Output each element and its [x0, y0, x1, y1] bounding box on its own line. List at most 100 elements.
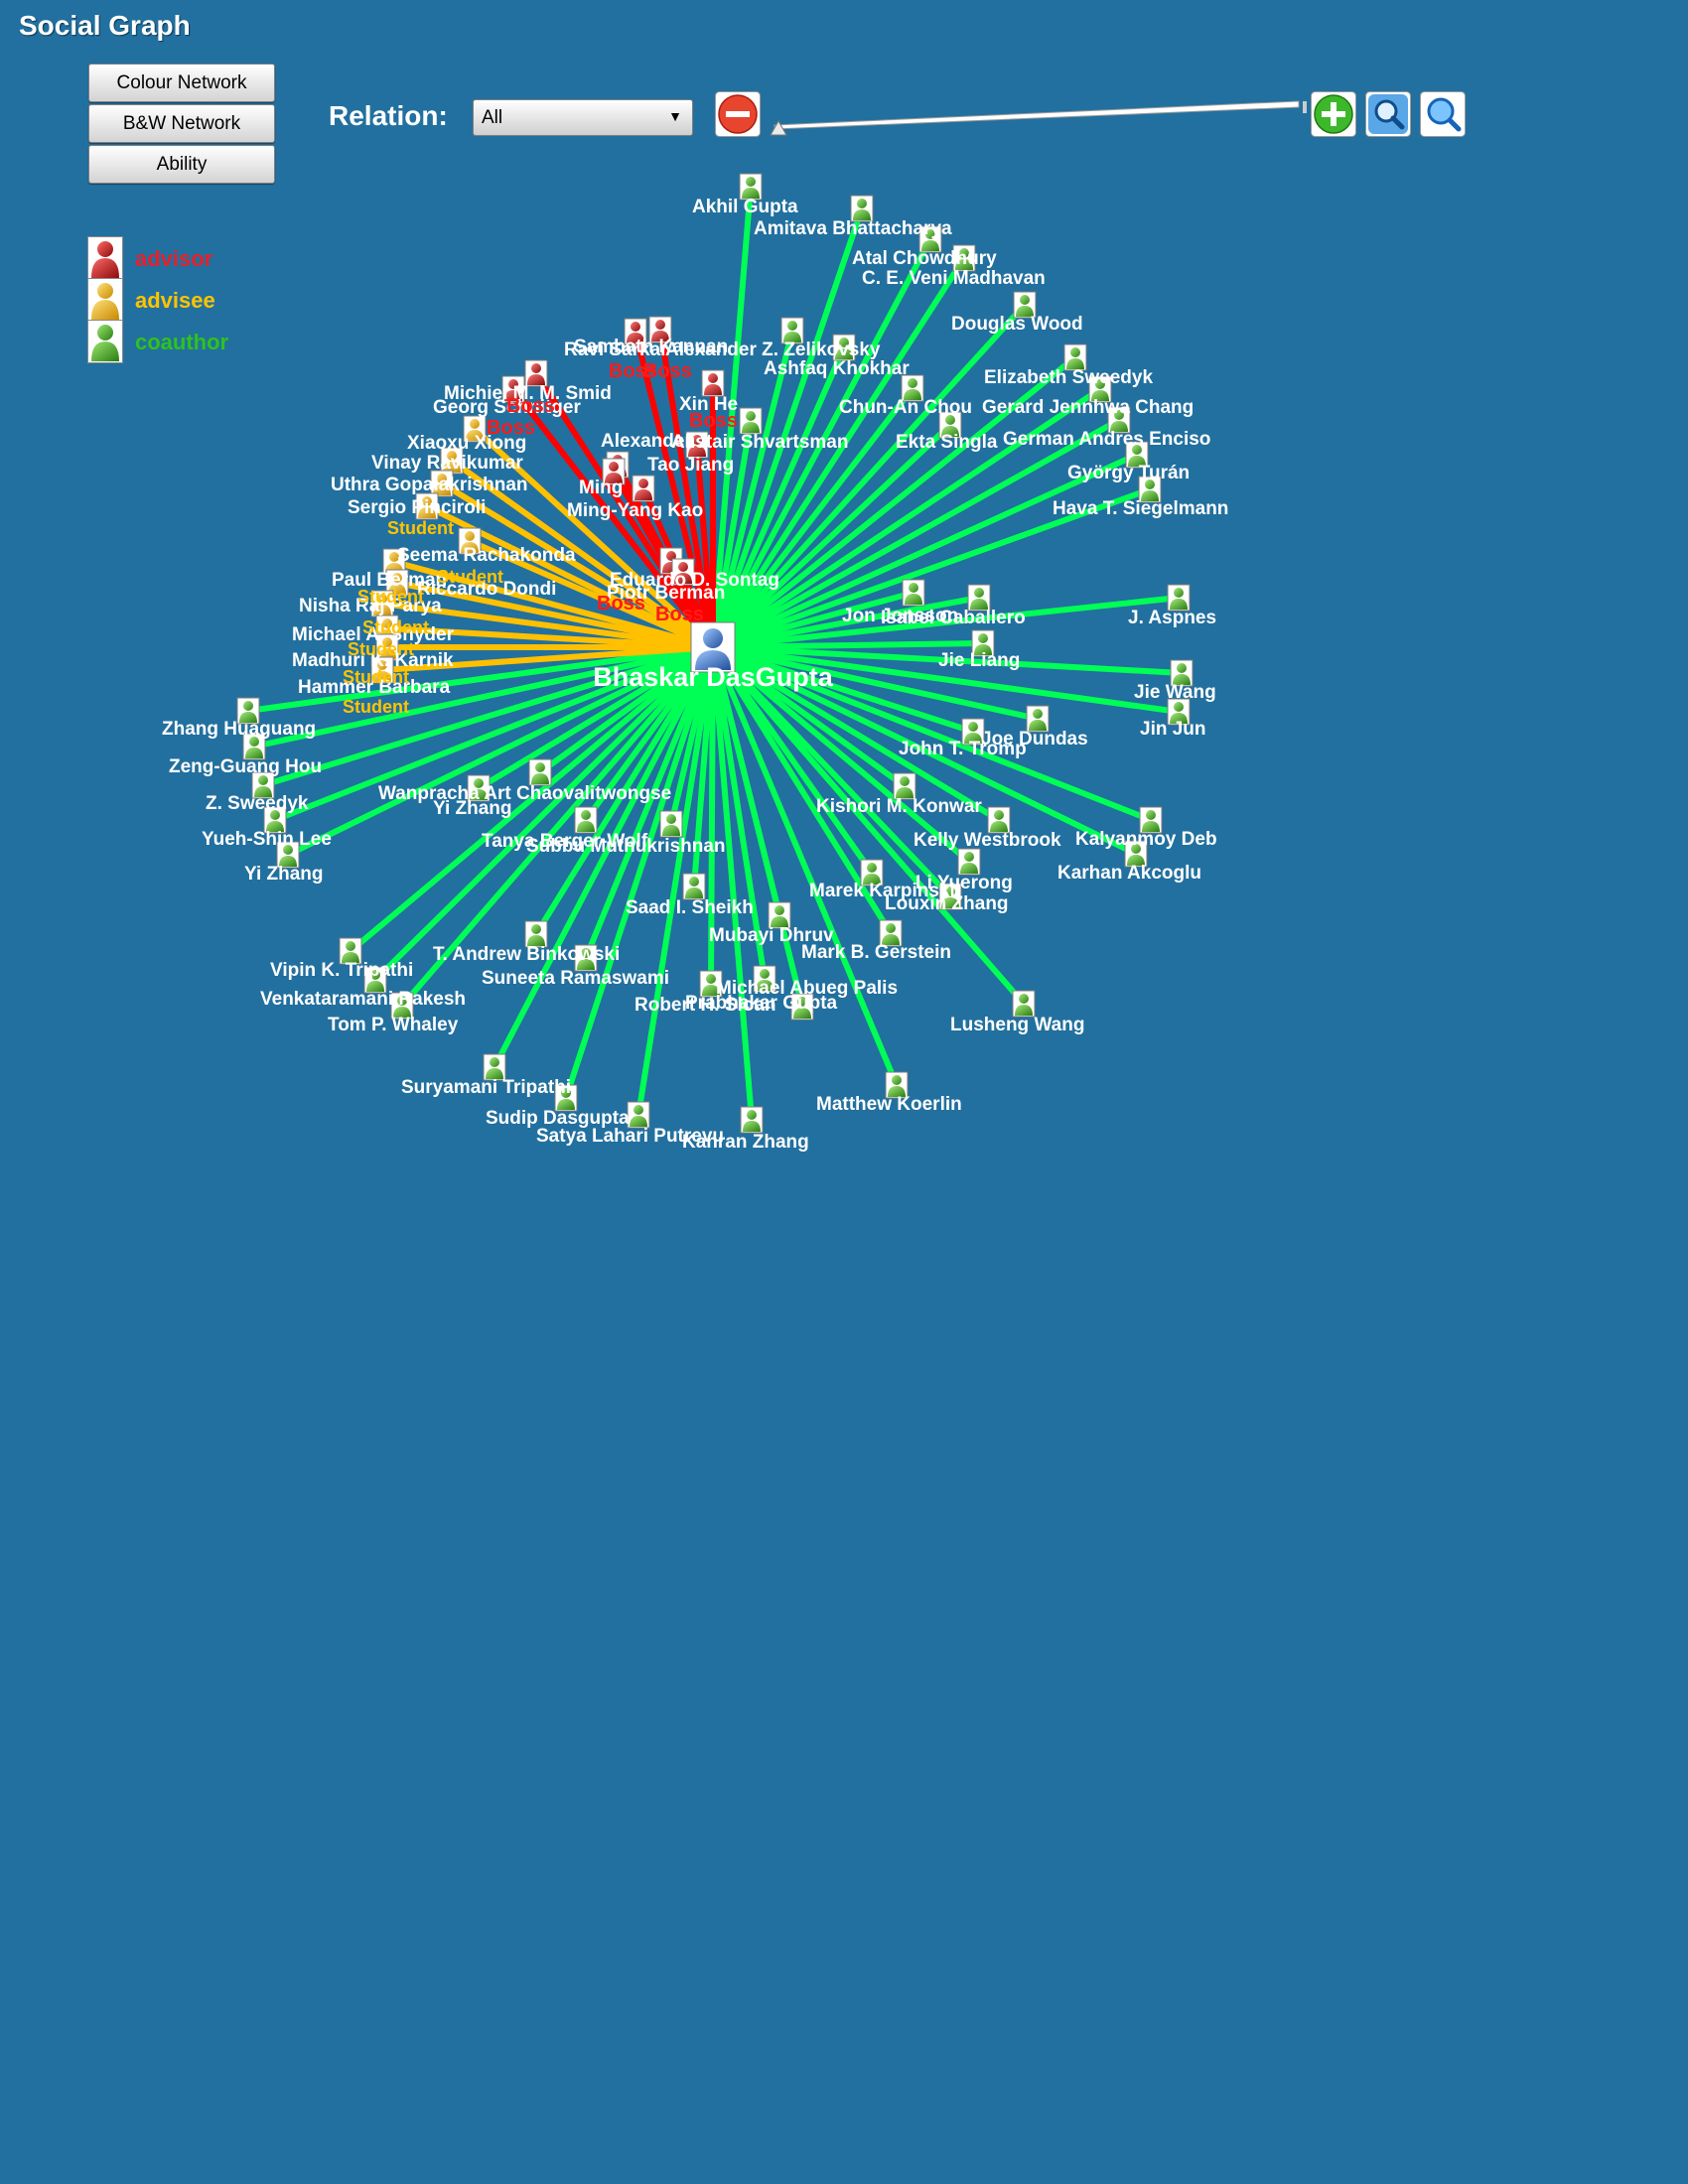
advisee-node[interactable] [463, 415, 487, 443]
coauthor-node[interactable] [1107, 406, 1131, 434]
coauthor-node[interactable] [879, 919, 903, 947]
advisor-node[interactable] [701, 369, 725, 397]
advisee-node[interactable] [375, 633, 399, 661]
coauthor-node[interactable] [554, 1084, 578, 1112]
coauthor-node[interactable] [528, 758, 552, 786]
advisee-node[interactable] [370, 656, 394, 684]
coauthor-node[interactable] [699, 970, 723, 998]
edge [710, 644, 768, 982]
colour-network-button[interactable]: Colour Network [88, 64, 275, 102]
coauthor-node[interactable] [1026, 705, 1050, 733]
advisor-node[interactable] [648, 316, 672, 343]
advisor-node[interactable] [632, 475, 655, 502]
relation-select[interactable]: All ▼ [473, 99, 693, 136]
coauthor-node[interactable] [790, 993, 814, 1021]
coauthor-node[interactable] [682, 873, 706, 900]
coauthor-node[interactable] [1124, 840, 1148, 868]
coauthor-node[interactable] [1013, 291, 1037, 319]
advisee-node[interactable] [440, 447, 464, 475]
student-tag: Student [437, 567, 503, 587]
coauthor-node[interactable] [957, 848, 981, 876]
coauthor-node[interactable] [467, 774, 491, 802]
coauthor-node[interactable] [1139, 806, 1163, 834]
zoom-out-button[interactable] [715, 91, 761, 137]
coauthor-name: Tanya Berger-Wolf [482, 831, 648, 852]
coauthor-name: Joe Dundas [981, 729, 1088, 750]
magnifier-icon [1427, 97, 1455, 125]
boss-tag: Boss [506, 395, 555, 417]
coauthor-node[interactable] [1088, 375, 1112, 403]
advisor-name: Sambath Kannan [574, 337, 728, 357]
coauthor-node[interactable] [753, 965, 776, 993]
coauthor-node[interactable] [1167, 584, 1191, 612]
advisor-node[interactable] [671, 558, 695, 586]
coauthor-node[interactable] [1063, 343, 1087, 371]
coauthor-node[interactable] [276, 841, 300, 869]
coauthor-name: Lusheng Wang [950, 1015, 1084, 1035]
search-button-2[interactable] [1420, 91, 1466, 137]
advisee-node[interactable] [430, 470, 454, 497]
coauthor-name: Venkataramani Rakesh [260, 989, 466, 1010]
coauthor-node[interactable] [659, 810, 683, 838]
zoom-in-button[interactable] [1311, 91, 1356, 137]
bw-network-button[interactable]: B&W Network [88, 104, 275, 143]
coauthor-node[interactable] [902, 579, 925, 607]
coauthor-node[interactable] [363, 966, 387, 994]
advisee-node[interactable] [370, 590, 394, 617]
center-node[interactable] [690, 621, 736, 673]
coauthor-node[interactable] [339, 937, 362, 965]
advisor-node[interactable] [602, 458, 626, 485]
coauthor-node[interactable] [263, 806, 287, 834]
coauthor-node[interactable] [524, 920, 548, 948]
coauthor-node[interactable] [967, 584, 991, 612]
coauthor-node[interactable] [987, 806, 1011, 834]
coauthor-node[interactable] [768, 901, 791, 929]
coauthor-node[interactable] [971, 629, 995, 657]
coauthor-node[interactable] [860, 859, 884, 887]
coauthor-node[interactable] [1138, 476, 1162, 503]
coauthor-node[interactable] [574, 806, 598, 834]
coauthor-node[interactable] [850, 195, 874, 222]
edge [476, 644, 716, 791]
coauthor-node[interactable] [885, 1071, 909, 1099]
coauthor-node[interactable] [574, 944, 598, 972]
coauthor-node[interactable] [780, 317, 804, 344]
edge [372, 644, 716, 983]
coauthor-node[interactable] [627, 1101, 650, 1129]
coauthor-node[interactable] [251, 771, 275, 799]
advisee-node[interactable] [415, 492, 439, 520]
advisor-node[interactable] [685, 431, 709, 459]
coauthor-node[interactable] [1167, 698, 1191, 726]
advisee-name: Madhuri K. Karnik [292, 650, 454, 671]
coauthor-node[interactable] [952, 244, 976, 272]
coauthor-node[interactable] [390, 992, 414, 1020]
coauthor-node[interactable] [1012, 990, 1036, 1018]
coauthor-node[interactable] [893, 772, 916, 800]
coauthor-node[interactable] [961, 718, 985, 746]
coauthor-node[interactable] [739, 173, 763, 201]
coauthor-node[interactable] [1170, 659, 1194, 687]
boss-tag: Boss [689, 410, 738, 432]
edge [710, 644, 755, 1123]
advisee-node[interactable] [458, 527, 482, 555]
advisor-node[interactable] [624, 318, 647, 345]
coauthor-node[interactable] [1125, 441, 1149, 469]
edge [710, 452, 1140, 650]
advisor-node[interactable] [524, 359, 548, 387]
zoom-slider[interactable] [767, 95, 1307, 139]
coauthor-node[interactable] [242, 733, 266, 760]
coauthor-node[interactable] [918, 225, 942, 253]
coauthor-node[interactable] [236, 697, 260, 725]
coauthor-node[interactable] [901, 374, 924, 402]
coauthor-node[interactable] [938, 411, 962, 439]
coauthor-node[interactable] [938, 883, 962, 910]
coauthor-node[interactable] [832, 334, 856, 361]
coauthor-node[interactable] [740, 1106, 764, 1134]
coauthor-node[interactable] [483, 1053, 506, 1081]
ability-button[interactable]: Ability [88, 145, 275, 184]
search-button[interactable] [1365, 91, 1411, 137]
coauthor-node[interactable] [739, 407, 763, 435]
advisor-node[interactable] [501, 375, 525, 403]
edge [394, 580, 716, 650]
